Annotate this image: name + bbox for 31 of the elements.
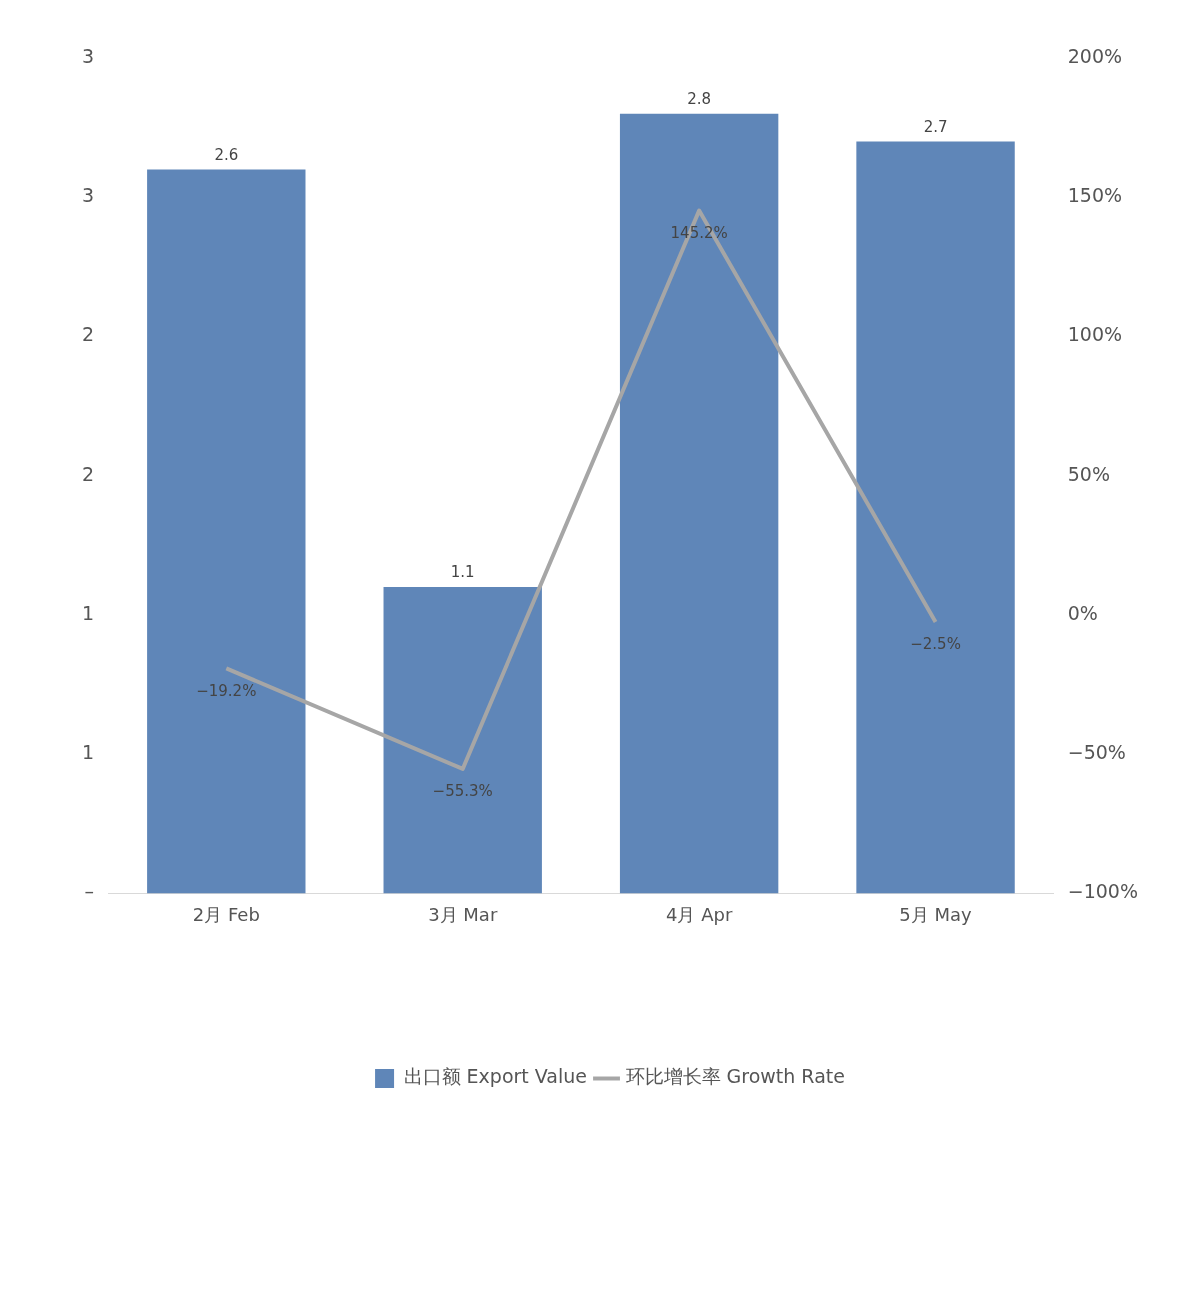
legend-label: 环比增长率 Growth Rate (625, 1065, 845, 1088)
x-tick-label: 3月 Mar (428, 903, 498, 925)
y-tick-label: 1 (81, 601, 95, 624)
data-label: 2.6 (214, 145, 239, 164)
data-label: 2.7 (923, 117, 948, 136)
y-tick-label: – (84, 880, 95, 903)
y-tick-label: 1 (81, 741, 95, 764)
y2-tick-label: 0% (1067, 601, 1098, 624)
data-label: 2.8 (687, 90, 712, 109)
x-tick-label: 5月 May (899, 903, 973, 925)
y-tick-label: 3 (81, 44, 95, 67)
data-label: −55.3% (432, 782, 493, 801)
y2-tick-label: −50% (1067, 741, 1126, 764)
bar (856, 141, 1015, 894)
y2-tick-label: 200% (1067, 44, 1123, 67)
y-tick-label: 2 (81, 462, 95, 485)
y-tick-label: 3 (81, 184, 95, 207)
data-label: −2.5% (910, 635, 961, 654)
y2-tick-label: −100% (1067, 880, 1139, 903)
data-label: −19.2% (196, 681, 257, 700)
y2-tick-label: 150% (1067, 184, 1123, 207)
y2-tick-label: 50% (1067, 462, 1110, 485)
bar (147, 169, 306, 894)
y2-tick-label: 100% (1067, 323, 1123, 346)
data-label: 1.1 (450, 563, 475, 582)
y-tick-label: 2 (81, 323, 95, 346)
bar (619, 113, 779, 894)
legend-label: 出口额 Export Value (403, 1065, 588, 1088)
bar (383, 587, 542, 894)
x-tick-label: 4月 Apr (665, 903, 733, 925)
x-tick-label: 2月 Feb (192, 903, 260, 925)
